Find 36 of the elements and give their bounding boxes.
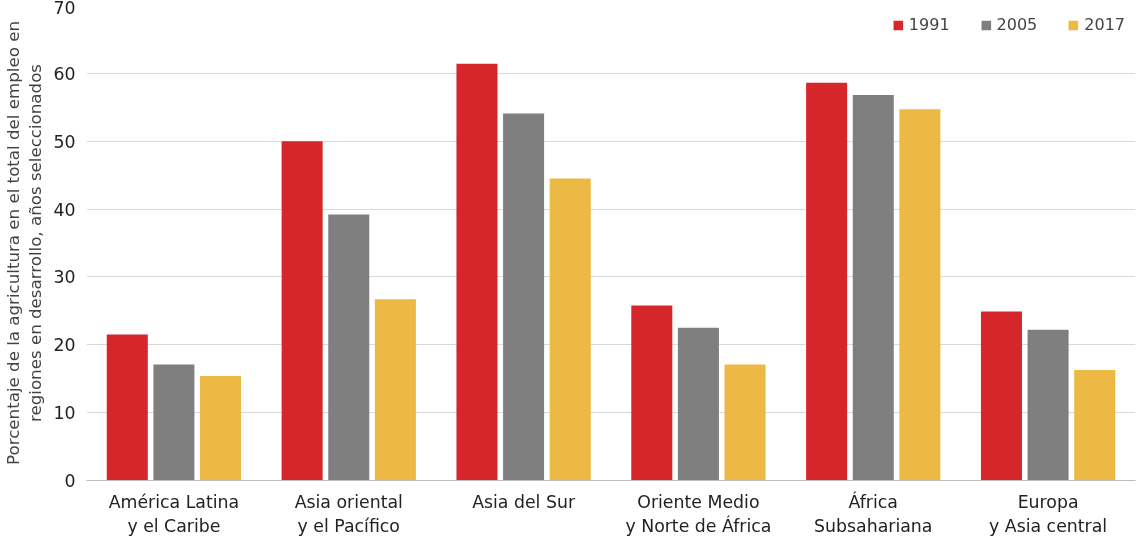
bar: [281, 141, 323, 481]
bar: [724, 364, 766, 481]
x-tick-label: Asia del Sur: [472, 491, 576, 512]
x-tick-label: África Subsahariana: [814, 490, 933, 536]
bar: [852, 95, 894, 481]
bar: [200, 376, 242, 481]
y-axis-title: Porcentaje de la agricultura en el total del empleo en regiones en desarrollo, años seleccionados: [3, 21, 46, 465]
bar: [503, 113, 545, 481]
y-tick-label: 50: [53, 131, 76, 152]
bar: [631, 305, 673, 481]
y-tick-label: 30: [53, 267, 76, 288]
x-tick-label: Asia oriental y el Pacífico: [294, 491, 403, 536]
bar: [1074, 369, 1116, 481]
bar: [153, 364, 195, 481]
x-tick-label: América Latina y el Caribe: [108, 491, 240, 536]
bar: [106, 334, 148, 481]
x-tick-label: Oriente Medio y Norte de África: [625, 491, 772, 536]
y-tick-label: 10: [53, 403, 76, 424]
y-tick-label: 60: [53, 63, 76, 84]
bar: [677, 327, 719, 481]
y-tick-label: 40: [53, 199, 76, 220]
bar: [1027, 329, 1069, 481]
y-tick-label: 0: [64, 471, 76, 491]
legend-label: 2017: [1084, 15, 1125, 34]
bar: [374, 299, 416, 481]
bar: [806, 82, 848, 481]
legend-label: 1991: [908, 15, 950, 34]
legend-label: 2005: [996, 15, 1038, 34]
bar: [456, 63, 498, 481]
bar: [328, 214, 370, 481]
y-tick-label: 20: [53, 335, 76, 356]
bar: [899, 109, 941, 481]
bar: [980, 311, 1022, 481]
y-tick-label: 70: [53, 0, 76, 18]
bar: [549, 178, 591, 481]
x-tick-label: Europa y Asia central: [989, 491, 1108, 536]
